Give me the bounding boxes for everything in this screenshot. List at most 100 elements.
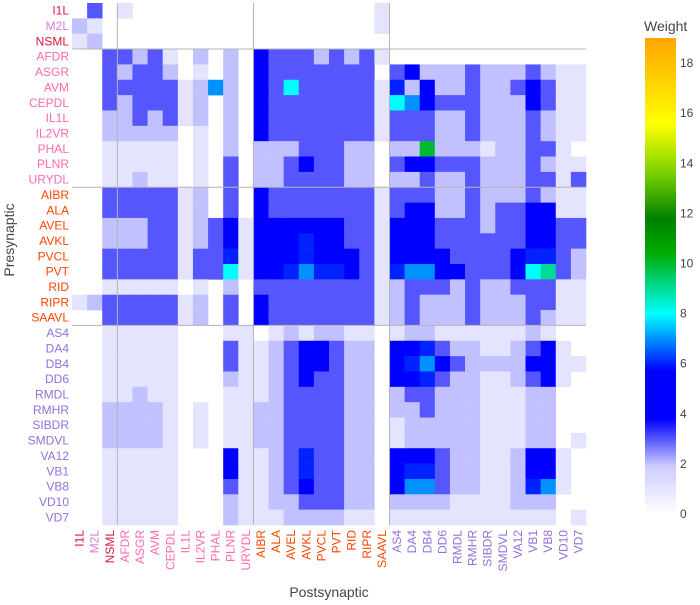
heatmap-cell	[283, 187, 300, 203]
heatmap-cell	[389, 310, 405, 326]
y-tick-label: DB4	[46, 357, 70, 371]
heatmap-cell	[449, 432, 466, 449]
heatmap-cell	[102, 417, 118, 434]
heatmap-cell	[298, 402, 315, 418]
heatmap-cell	[344, 49, 360, 65]
heatmap-cell	[253, 371, 269, 388]
heatmap-cell	[344, 95, 360, 111]
y-tick-label: VB1	[46, 464, 69, 478]
heatmap-cell	[268, 264, 284, 280]
heatmap-cell	[449, 171, 466, 188]
heatmap-cell	[389, 494, 405, 510]
heatmap-cell	[313, 478, 330, 495]
heatmap-cell	[570, 156, 587, 173]
heatmap-cell	[147, 156, 164, 173]
heatmap-cell	[268, 171, 284, 188]
heatmap-cell	[540, 202, 557, 219]
y-tick-label: AS4	[46, 326, 69, 340]
heatmap-cell	[419, 402, 436, 418]
heatmap-cell	[344, 463, 360, 480]
heatmap-cell	[434, 417, 451, 434]
heatmap-cell	[404, 325, 421, 342]
heatmap-cell	[389, 356, 405, 372]
heatmap-cell	[389, 279, 405, 295]
heatmap-cell	[283, 340, 300, 357]
colorbar-tick-label: 4	[680, 407, 687, 421]
heatmap-cell	[404, 64, 421, 81]
heatmap-cell	[419, 187, 436, 203]
heatmap-cell	[480, 448, 496, 464]
heatmap-cell	[510, 448, 526, 464]
x-tick-label: VA12	[511, 530, 525, 559]
heatmap-cell	[480, 417, 496, 434]
heatmap-cell	[389, 248, 405, 265]
y-tick-label: RMDL	[35, 388, 69, 402]
heatmap-cell	[495, 233, 511, 249]
heatmap-cell	[525, 248, 541, 265]
heatmap-cell	[313, 171, 330, 188]
heatmap-cell	[555, 233, 572, 249]
heatmap-cell	[253, 49, 269, 65]
heatmap-cell	[465, 478, 481, 495]
heatmap-cell	[404, 509, 421, 526]
heatmap-cell	[525, 217, 541, 234]
heatmap-cell	[449, 110, 466, 127]
heatmap-cell	[449, 248, 466, 265]
heatmap-cell	[344, 371, 360, 388]
heatmap-cell	[268, 156, 284, 173]
heatmap-cell	[510, 417, 526, 434]
heatmap-cell	[389, 233, 405, 249]
heatmap-cell	[102, 110, 118, 127]
heatmap-cell	[540, 371, 557, 388]
heatmap-cell	[495, 325, 511, 342]
heatmap-cell	[540, 217, 557, 234]
heatmap-cell	[555, 340, 572, 357]
heatmap-cell	[434, 187, 451, 203]
heatmap-cell	[253, 141, 269, 157]
heatmap-cell	[329, 248, 345, 265]
heatmap-cell	[132, 448, 148, 464]
heatmap-cell	[253, 340, 269, 357]
heatmap-cell	[192, 417, 209, 434]
heatmap-cell	[298, 248, 315, 265]
heatmap-cell	[329, 463, 345, 480]
heatmap-cell	[162, 371, 179, 388]
heatmap-cell	[192, 64, 209, 81]
heatmap-cell	[117, 356, 133, 372]
heatmap-cell	[298, 417, 315, 434]
heatmap-cell	[162, 110, 179, 127]
heatmap-cell	[434, 325, 451, 342]
heatmap-cell	[253, 95, 269, 111]
heatmap-cell	[404, 371, 421, 388]
heatmap-cell	[555, 294, 572, 311]
heatmap-cell	[525, 110, 541, 127]
heatmap-cell	[404, 340, 421, 357]
heatmap-cell	[510, 264, 526, 280]
heatmap-cell	[223, 202, 239, 219]
heatmap-cell	[147, 356, 164, 372]
heatmap-cell	[329, 310, 345, 326]
heatmap-cell	[117, 386, 133, 403]
heatmap-cell	[449, 463, 466, 480]
heatmap-cell	[495, 95, 511, 111]
heatmap-cell	[223, 294, 239, 311]
heatmap-cell	[344, 264, 360, 280]
heatmap-cell	[102, 356, 118, 372]
x-tick-label: SIBDR	[481, 530, 495, 567]
y-tick-label: VB8	[46, 480, 69, 494]
heatmap-cell	[223, 386, 239, 403]
heatmap-cell	[419, 125, 436, 142]
heatmap-cell	[329, 494, 345, 510]
heatmap-cell	[283, 417, 300, 434]
heatmap-cell	[253, 448, 269, 464]
heatmap-cell	[223, 110, 239, 127]
heatmap-cell	[555, 202, 572, 219]
heatmap-cell	[540, 279, 557, 295]
heatmap-cell	[480, 325, 496, 342]
heatmap-cell	[102, 509, 118, 526]
heatmap-cell	[147, 448, 164, 464]
heatmap-cell	[192, 248, 209, 265]
heatmap-cell	[419, 79, 436, 96]
heatmap-cell	[117, 141, 133, 157]
heatmap-cell	[525, 356, 541, 372]
